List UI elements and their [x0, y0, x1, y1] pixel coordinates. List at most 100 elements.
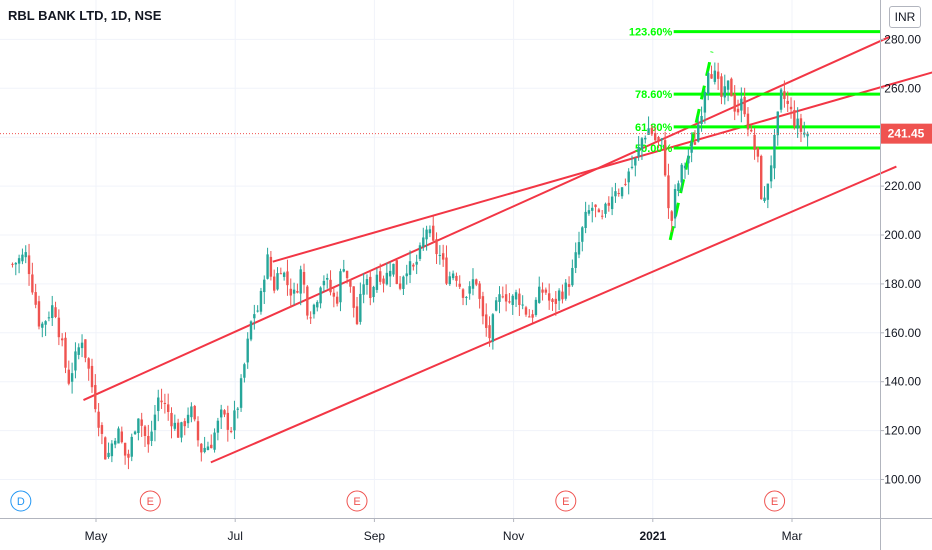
candle-body — [766, 183, 770, 200]
candle-body — [113, 440, 117, 445]
candle-body — [299, 269, 302, 294]
candle-body — [538, 286, 541, 303]
candle-body — [557, 290, 561, 301]
candle-body — [27, 255, 31, 275]
candle-body — [382, 278, 385, 284]
candle-body — [110, 443, 114, 457]
candle-body — [478, 283, 481, 299]
candle-body — [196, 421, 200, 441]
candle-body — [726, 80, 730, 90]
last-price-label: 241.45 — [888, 127, 925, 141]
candle-body — [789, 106, 793, 110]
candle-body — [730, 78, 733, 97]
candle-body — [514, 292, 518, 300]
candle-body — [186, 414, 190, 424]
candle-body — [693, 142, 697, 145]
candle-body — [173, 422, 177, 429]
candle-body — [617, 193, 620, 195]
candle-body — [157, 397, 160, 412]
candle-body — [597, 209, 601, 213]
candle-body — [501, 296, 504, 298]
candle-body — [508, 301, 511, 303]
time-tick-label: Mar — [782, 529, 803, 543]
candle-body — [292, 289, 296, 294]
candle-body — [806, 133, 809, 137]
candle-body — [44, 321, 47, 325]
candle-body — [123, 442, 127, 456]
candle-body — [587, 210, 591, 214]
time-tick-label: Nov — [503, 529, 524, 543]
candle-body — [700, 115, 703, 125]
candle-body — [117, 428, 120, 444]
candle-body — [233, 410, 236, 431]
candle-body — [415, 261, 418, 265]
candle-body — [60, 338, 64, 341]
candle-body — [219, 409, 223, 418]
earnings-marker-label: E — [353, 496, 360, 508]
candle-body — [34, 292, 37, 305]
candle-body — [422, 237, 425, 247]
currency-button[interactable]: INR — [889, 6, 921, 28]
candle-body — [547, 293, 551, 301]
candle-body — [716, 71, 720, 79]
candle-body — [322, 280, 326, 286]
candle-body — [216, 420, 220, 433]
candle-body — [451, 273, 455, 279]
candle-body — [226, 412, 230, 430]
candle-body — [667, 175, 670, 209]
candle-body — [448, 276, 451, 285]
candlesticks — [11, 62, 809, 470]
candle-body — [418, 245, 422, 259]
candle-body — [289, 288, 292, 296]
price-tick-label: 140.00 — [884, 375, 921, 389]
candle-body — [47, 317, 51, 319]
candle-body — [435, 239, 438, 255]
candle-body — [756, 147, 760, 157]
candle-body — [70, 373, 74, 382]
candle-body — [541, 289, 544, 293]
candle-body — [342, 269, 345, 272]
candle-body — [644, 137, 647, 140]
candle-body — [67, 369, 71, 384]
earnings-marker-label: E — [562, 496, 569, 508]
candle-body — [743, 96, 746, 115]
candle-body — [286, 271, 289, 286]
earnings-marker-label: E — [147, 496, 154, 508]
candle-body — [554, 298, 558, 304]
candle-body — [190, 406, 193, 418]
candle-body — [733, 94, 736, 112]
channel-lines — [83, 36, 932, 464]
candle-body — [223, 410, 226, 415]
earnings-marker-label: E — [771, 496, 778, 508]
candle-body — [600, 215, 604, 217]
candle-body — [773, 134, 776, 169]
candle-body — [402, 276, 405, 289]
earnings-marker-label: D — [17, 496, 25, 508]
candle-body — [763, 197, 766, 201]
candle-body — [130, 436, 133, 457]
candle-body — [594, 204, 597, 208]
candle-body — [249, 321, 253, 340]
candle-body — [494, 300, 498, 311]
candle-body — [697, 124, 700, 142]
candle-body — [610, 196, 614, 210]
candle-body — [229, 430, 233, 432]
candle-body — [339, 271, 342, 303]
candle-body — [584, 211, 587, 229]
candle-body — [193, 405, 196, 420]
candle-body — [793, 110, 796, 127]
candle-body — [511, 295, 514, 305]
candle-body — [438, 255, 442, 257]
candle-body — [521, 304, 524, 306]
candle-body — [385, 272, 389, 285]
candle-body — [428, 229, 432, 234]
candle-body — [531, 314, 534, 318]
candle-body — [465, 296, 468, 298]
candle-body — [398, 283, 402, 289]
candle-body — [799, 118, 803, 132]
candle-body — [150, 431, 153, 441]
candle-body — [776, 111, 779, 136]
candle-body — [84, 339, 87, 358]
candle-body — [475, 279, 478, 285]
